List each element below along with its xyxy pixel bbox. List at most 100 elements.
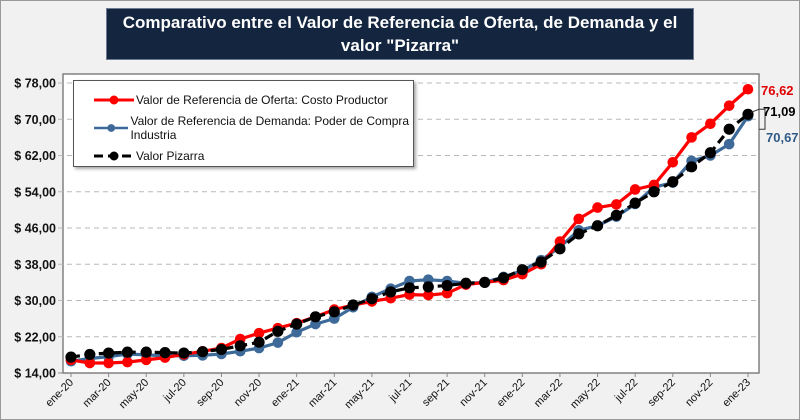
end-label-oferta: 76,62 bbox=[761, 83, 794, 98]
data-point bbox=[347, 299, 359, 311]
data-point bbox=[592, 202, 603, 213]
data-point bbox=[84, 357, 96, 369]
data-point bbox=[648, 186, 660, 198]
data-point bbox=[65, 351, 77, 363]
data-point bbox=[403, 282, 416, 294]
legend-label-oferta: Valor de Referencia de Oferta: Costo Pro… bbox=[136, 93, 388, 107]
data-point bbox=[197, 346, 209, 358]
data-point bbox=[723, 138, 735, 150]
data-point bbox=[554, 243, 566, 255]
data-point bbox=[441, 279, 453, 292]
legend-item-pizarra: Valor Pizarra bbox=[74, 146, 204, 166]
y-tick-label: $ 30,00 bbox=[14, 294, 56, 308]
data-point bbox=[272, 325, 284, 337]
data-point bbox=[253, 336, 265, 348]
data-point bbox=[686, 132, 697, 143]
x-tick-label: ene-20 bbox=[43, 377, 76, 410]
x-tick-label: mar-20 bbox=[81, 377, 114, 410]
data-point bbox=[84, 348, 96, 361]
data-point bbox=[178, 347, 190, 359]
y-tick-label: $ 78,00 bbox=[14, 77, 56, 91]
x-tick-label: sep-22 bbox=[646, 377, 678, 409]
data-point bbox=[497, 272, 510, 284]
data-point bbox=[667, 156, 679, 168]
x-tick-label: sep-20 bbox=[194, 377, 226, 409]
data-point bbox=[705, 118, 716, 130]
data-point bbox=[328, 306, 340, 318]
x-tick-label: mar-22 bbox=[532, 377, 565, 410]
data-point bbox=[685, 161, 698, 173]
data-point bbox=[742, 108, 754, 120]
legend-marker-pizarra bbox=[94, 151, 134, 161]
data-point bbox=[366, 293, 378, 305]
data-point bbox=[723, 100, 735, 111]
x-tick-label: jul-21 bbox=[386, 377, 414, 405]
data-point bbox=[704, 147, 716, 159]
x-tick-label: may-20 bbox=[117, 377, 151, 411]
x-tick-label: ene-22 bbox=[495, 377, 528, 410]
legend-item-oferta: Valor de Referencia de Oferta: Costo Pro… bbox=[74, 90, 388, 110]
legend: Valor de Referencia de Oferta: Costo Pro… bbox=[73, 80, 414, 167]
data-point bbox=[479, 276, 491, 288]
legend-marker-oferta bbox=[94, 95, 134, 105]
data-point bbox=[215, 343, 228, 356]
x-tick-label: jul-22 bbox=[612, 377, 640, 405]
data-point bbox=[441, 287, 453, 299]
legend-item-demanda: Valor de Referencia de Demanda: Poder de… bbox=[74, 114, 413, 142]
data-point bbox=[460, 277, 472, 289]
y-tick-label: $ 22,00 bbox=[14, 330, 56, 344]
y-tick-label: $ 14,00 bbox=[14, 367, 56, 381]
data-point bbox=[140, 346, 152, 358]
x-tick-label: nov-20 bbox=[232, 377, 264, 409]
data-point bbox=[611, 199, 622, 210]
x-tick-label: mar-21 bbox=[306, 377, 339, 410]
data-point bbox=[103, 357, 114, 369]
data-point bbox=[385, 286, 397, 298]
end-label-demanda: 70,67 bbox=[766, 130, 799, 145]
chart-title: Comparativo entre el Valor de Referencia… bbox=[122, 13, 678, 55]
data-point bbox=[234, 340, 246, 352]
legend-label-demanda: Valor de Referencia de Demanda: Poder de… bbox=[130, 114, 410, 142]
data-point bbox=[629, 197, 641, 209]
x-tick-label: ene-21 bbox=[269, 377, 302, 410]
data-point bbox=[573, 213, 585, 225]
data-point bbox=[253, 327, 265, 339]
y-tick-label: $ 38,00 bbox=[14, 258, 56, 272]
data-point bbox=[309, 311, 322, 323]
y-tick-label: $ 70,00 bbox=[14, 113, 56, 127]
data-point bbox=[667, 176, 679, 188]
data-point bbox=[159, 347, 171, 359]
data-point bbox=[291, 326, 302, 338]
data-point bbox=[610, 209, 622, 221]
x-tick-label: nov-21 bbox=[458, 377, 490, 409]
data-point bbox=[516, 264, 528, 276]
data-point bbox=[742, 83, 754, 95]
x-tick-label: nov-22 bbox=[683, 377, 715, 409]
legend-label-pizarra: Valor Pizarra bbox=[136, 149, 205, 163]
data-point bbox=[422, 281, 434, 293]
data-point bbox=[723, 123, 735, 135]
data-point bbox=[140, 354, 152, 366]
data-point bbox=[591, 220, 604, 232]
data-point bbox=[573, 228, 585, 240]
data-point bbox=[121, 346, 134, 358]
y-tick-label: $ 62,00 bbox=[14, 149, 56, 163]
x-tick-label: may-21 bbox=[343, 377, 377, 411]
data-point bbox=[423, 289, 434, 301]
chart-title-box: Comparativo entre el Valor de Referencia… bbox=[106, 8, 694, 60]
legend-marker-demanda bbox=[94, 124, 129, 132]
data-point bbox=[122, 356, 133, 368]
x-tick-label: ene-23 bbox=[720, 377, 753, 410]
end-label-pizarra: 71,09 bbox=[763, 104, 796, 119]
data-point bbox=[291, 318, 303, 330]
label-connector bbox=[750, 108, 766, 130]
data-point bbox=[629, 184, 641, 195]
x-tick-label: may-22 bbox=[568, 377, 602, 411]
data-point bbox=[103, 347, 115, 359]
y-tick-label: $ 54,00 bbox=[14, 185, 56, 199]
data-point bbox=[272, 337, 284, 348]
data-point bbox=[535, 256, 547, 268]
x-tick-label: jul-20 bbox=[161, 377, 189, 405]
y-tick-label: $ 46,00 bbox=[14, 222, 56, 236]
